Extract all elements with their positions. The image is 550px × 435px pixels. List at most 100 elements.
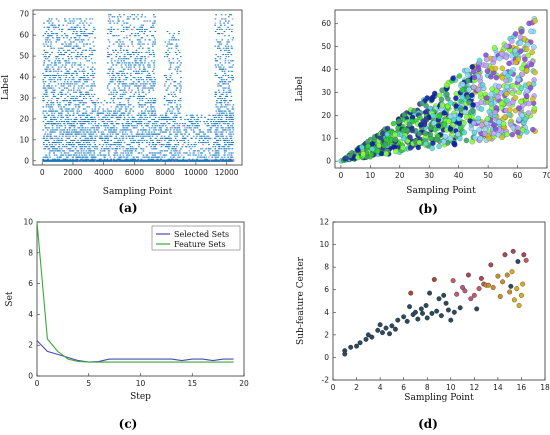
label-point [52,150,54,152]
label-point [144,135,146,137]
label-point [125,62,128,64]
label-point [60,106,62,108]
center-point [478,275,484,281]
label-point [127,68,130,70]
label-point [231,39,234,41]
label-point [154,100,157,102]
label-point [81,127,83,129]
cluster-point [470,68,477,75]
label-point [60,47,62,49]
label-point [125,127,128,129]
label-point [53,118,56,121]
label-point [117,106,119,108]
label-point [45,91,47,93]
center-point [445,307,451,313]
label-point [94,123,96,125]
cluster-point [466,86,472,93]
label-point [170,62,173,64]
label-point [227,102,229,104]
label-point [108,28,111,30]
label-point [71,58,73,60]
label-point [144,110,146,112]
label-point [112,77,115,79]
label-point [224,60,227,62]
label-point [94,62,96,64]
label-point [59,133,62,135]
label-point [85,139,87,141]
label-point [63,152,66,154]
label-point [131,148,134,150]
label-point [137,70,140,72]
label-point [216,139,218,141]
label-point [226,41,229,43]
label-point [127,16,129,18]
label-point [219,62,222,64]
label-point [64,97,66,100]
label-point [140,158,143,160]
label-point [92,77,94,79]
label-point [43,83,46,85]
label-point [79,62,82,64]
label-point [150,106,152,108]
label-point [135,135,138,137]
label-point [108,53,111,56]
label-point [123,118,126,121]
label-point [110,97,113,100]
label-point [125,125,127,127]
label-point [118,114,121,116]
label-point [66,35,69,37]
label-point [92,133,95,135]
label-point [128,53,131,56]
label-point [216,141,218,144]
label-point [131,33,133,35]
label-point [136,123,139,125]
label-point [202,156,204,158]
label-point [85,154,88,156]
center-point [510,248,516,254]
x-tick-label: 12 [470,383,480,392]
label-point [70,28,73,30]
label-point [81,121,84,123]
label-point [151,152,154,154]
label-point [90,131,93,133]
label-point [171,43,174,45]
label-point [155,148,158,150]
label-point [61,146,64,148]
legend-box [151,225,241,251]
label-point [148,156,151,158]
label-point [127,150,129,152]
label-point [68,68,71,70]
label-point [85,49,88,51]
label-point [181,139,183,141]
label-point [72,77,75,79]
label-point [169,144,172,146]
center-point [404,318,410,324]
label-point [222,158,224,160]
label-point [72,146,75,148]
label-point [176,129,179,131]
label-point [165,74,167,77]
label-point [132,135,134,137]
label-point [120,60,123,62]
label-point [163,97,166,100]
label-point [152,41,155,43]
panel-caption: (d) [418,417,438,431]
label-point [125,156,128,158]
label-point [191,121,194,123]
label-point [146,51,148,53]
label-point [113,74,116,77]
cluster-point [486,108,493,115]
label-point [213,118,216,121]
label-point [191,137,193,139]
label-point [166,146,168,148]
label-point [67,95,69,97]
label-point [123,72,125,74]
label-point [79,129,82,131]
label-point [65,60,68,62]
label-point [227,47,229,49]
label-point [178,112,181,114]
label-point [229,100,231,102]
cluster-point [528,28,534,35]
label-point [46,26,49,28]
label-point [115,64,118,66]
